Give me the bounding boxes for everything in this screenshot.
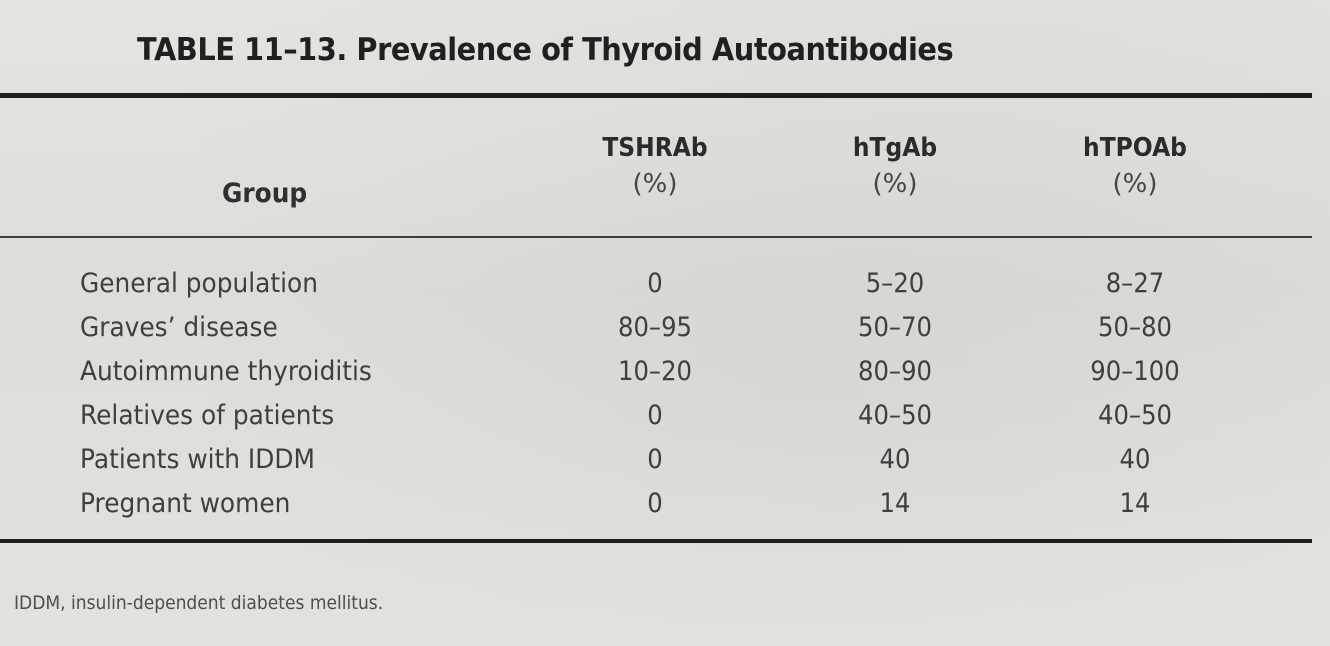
- group-cell: Pregnant women: [80, 488, 291, 519]
- column-header-unit: (%): [872, 169, 918, 199]
- table-body: General population 0 5–20 8–27 Graves’ d…: [0, 262, 1330, 526]
- htgab-cell: 40: [879, 444, 911, 475]
- table-row: Graves’ disease 80–95 50–70 50–80: [0, 306, 1330, 350]
- column-header-htgab: hTgAb (%): [820, 130, 970, 202]
- tshrab-cell: 0: [647, 488, 663, 519]
- column-header-unit: (%): [632, 169, 678, 199]
- top-rule: [0, 93, 1312, 98]
- column-header-unit: (%): [1112, 169, 1158, 199]
- htpoab-cell: 40: [1119, 444, 1151, 475]
- group-cell: Patients with IDDM: [80, 444, 315, 475]
- tshrab-cell: 0: [647, 400, 663, 431]
- bottom-rule: [0, 539, 1312, 543]
- tshrab-cell: 0: [647, 268, 663, 299]
- column-header-name: hTgAb: [852, 133, 938, 163]
- htgab-cell: 40–50: [858, 400, 932, 431]
- column-header-group: Group: [222, 178, 308, 209]
- table-row: Autoimmune thyroiditis 10–20 80–90 90–10…: [0, 350, 1330, 394]
- htpoab-cell: 14: [1119, 488, 1151, 519]
- column-header-name: TSHRAb: [602, 133, 708, 163]
- tshrab-cell: 10–20: [618, 356, 692, 387]
- htgab-cell: 50–70: [858, 312, 932, 343]
- table-row: Patients with IDDM 0 40 40: [0, 438, 1330, 482]
- table-row: Pregnant women 0 14 14: [0, 482, 1330, 526]
- column-header-htpoab: hTPOAb (%): [1055, 130, 1215, 202]
- table-row: General population 0 5–20 8–27: [0, 262, 1330, 306]
- tshrab-cell: 0: [647, 444, 663, 475]
- htgab-cell: 80–90: [858, 356, 932, 387]
- htgab-cell: 14: [879, 488, 911, 519]
- htpoab-cell: 8–27: [1105, 268, 1165, 299]
- htgab-cell: 5–20: [865, 268, 925, 299]
- htpoab-cell: 40–50: [1098, 400, 1172, 431]
- group-cell: Graves’ disease: [80, 312, 278, 343]
- group-cell: Autoimmune thyroiditis: [80, 356, 372, 387]
- header-rule: [0, 236, 1312, 238]
- column-header-tshrab: TSHRAb (%): [580, 130, 730, 202]
- column-header-name: hTPOAb: [1083, 133, 1187, 163]
- table-footnote: IDDM, insulin-dependent diabetes mellitu…: [14, 592, 384, 614]
- htpoab-cell: 90–100: [1090, 356, 1180, 387]
- htpoab-cell: 50–80: [1098, 312, 1172, 343]
- group-cell: General population: [80, 268, 318, 299]
- group-cell: Relatives of patients: [80, 400, 335, 431]
- tshrab-cell: 80–95: [618, 312, 692, 343]
- table-title: TABLE 11–13. Prevalence of Thyroid Autoa…: [137, 32, 954, 68]
- table-row: Relatives of patients 0 40–50 40–50: [0, 394, 1330, 438]
